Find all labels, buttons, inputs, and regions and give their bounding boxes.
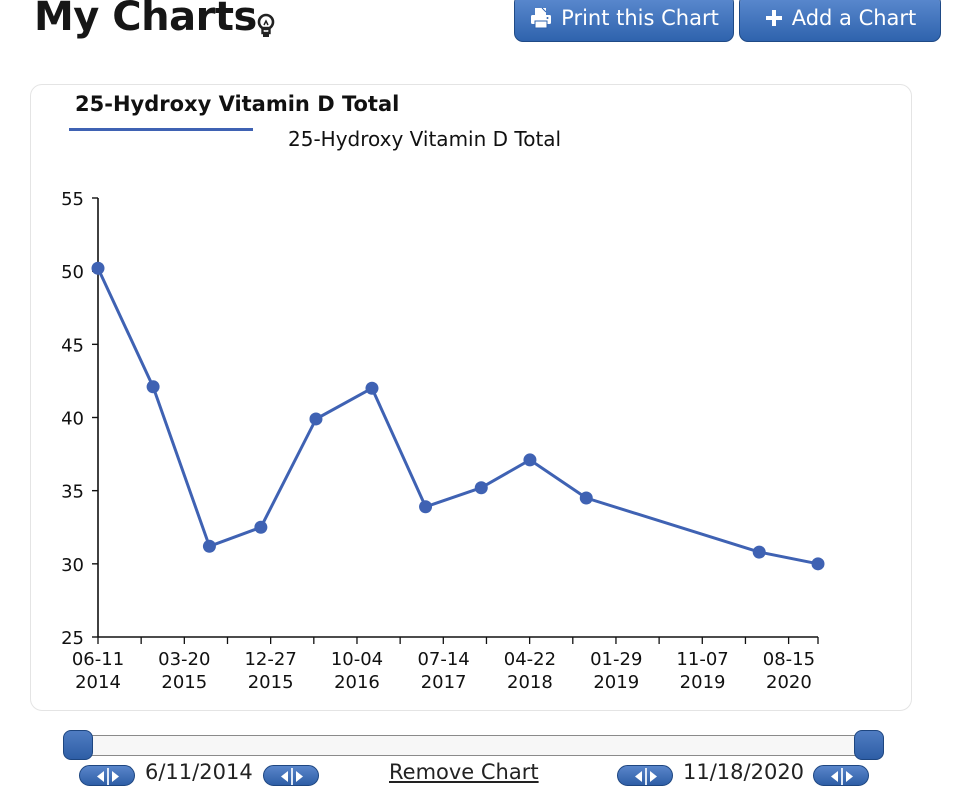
- y-tick-label: 40: [61, 409, 84, 430]
- y-tick-label: 30: [61, 555, 84, 576]
- y-tick-label: 50: [61, 262, 84, 283]
- x-tick-label: 03-20: [158, 649, 210, 670]
- x-tick-label: 04-22: [504, 649, 556, 670]
- x-tick-label: 10-04: [331, 649, 383, 670]
- x-tick-label-year: 2016: [334, 672, 380, 693]
- x-tick-label: 06-11: [72, 649, 124, 670]
- y-tick-label: 25: [61, 628, 84, 649]
- add-chart-label: Add a Chart: [791, 6, 917, 30]
- chart-card-title-underline: [69, 128, 253, 131]
- data-point: [419, 500, 433, 514]
- chart-card-title: 25-Hydroxy Vitamin D Total: [75, 92, 400, 116]
- data-point: [752, 545, 766, 559]
- data-point: [579, 491, 593, 505]
- x-tick-label: 11-07: [676, 649, 728, 670]
- line-chart: 25-Hydroxy Vitamin D Total 25 30 35 40 45 50 55…: [61, 127, 825, 693]
- data-point: [811, 557, 825, 571]
- y-tick-label: 35: [61, 482, 84, 503]
- data-point: [254, 520, 268, 534]
- x-tick-label-year: 2015: [248, 672, 294, 693]
- x-tick-label: 08-15: [763, 649, 815, 670]
- data-point: [365, 381, 379, 395]
- page-title: My Charts: [34, 0, 257, 40]
- x-tick-label-year: 2019: [680, 672, 726, 693]
- y-tick-label: 55: [61, 189, 84, 210]
- range-start-handle[interactable]: [63, 730, 93, 760]
- range-end-date: 11/18/2020: [683, 760, 805, 784]
- x-tick-label: 12-27: [244, 649, 296, 670]
- lightbulb-icon[interactable]: [257, 13, 275, 41]
- x-tick-label-year: 2018: [507, 672, 553, 693]
- x-tick-label-year: 2014: [75, 672, 121, 693]
- data-point: [202, 539, 216, 553]
- series-line: [96, 267, 819, 566]
- plus-icon: [764, 8, 784, 28]
- x-tick-label-year: 2017: [421, 672, 467, 693]
- data-point: [146, 380, 160, 394]
- date-range-slider-track[interactable]: [66, 735, 878, 756]
- range-start-stepper[interactable]: [79, 765, 135, 786]
- remove-chart-link[interactable]: Remove Chart: [389, 760, 539, 784]
- x-tick-label-year: 2020: [766, 672, 812, 693]
- y-tick-label: 45: [61, 335, 84, 356]
- data-point: [474, 481, 488, 495]
- print-chart-button[interactable]: Print this Chart: [514, 0, 734, 42]
- x-tick-label-year: 2019: [593, 672, 639, 693]
- chart-card: [30, 84, 912, 711]
- legend-label: 25-Hydroxy Vitamin D Total: [288, 127, 561, 151]
- data-point: [523, 453, 537, 467]
- x-tick-label: 01-29: [590, 649, 642, 670]
- range-end-stepper[interactable]: [813, 765, 869, 786]
- range-end-stepper-left[interactable]: [617, 765, 673, 786]
- x-tick-label: 07-14: [417, 649, 469, 670]
- print-chart-label: Print this Chart: [561, 6, 719, 30]
- data-point: [91, 261, 105, 275]
- printer-icon: [529, 7, 553, 29]
- data-point: [309, 412, 323, 426]
- range-end-handle[interactable]: [854, 730, 884, 760]
- x-tick-label-year: 2015: [161, 672, 207, 693]
- add-chart-button[interactable]: Add a Chart: [739, 0, 941, 42]
- range-start-date: 6/11/2014: [145, 760, 253, 784]
- range-start-stepper-right[interactable]: [263, 765, 319, 786]
